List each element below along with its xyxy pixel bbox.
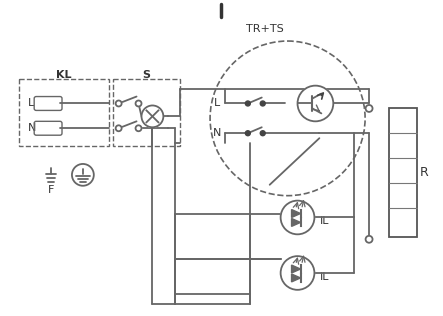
Text: R: R [420, 166, 428, 179]
Circle shape [136, 100, 141, 106]
Text: IL: IL [319, 272, 329, 282]
Polygon shape [291, 274, 300, 282]
Circle shape [298, 86, 333, 121]
Circle shape [116, 125, 122, 131]
Text: KL: KL [56, 70, 72, 80]
Polygon shape [291, 210, 300, 217]
Text: F: F [48, 185, 54, 195]
Polygon shape [291, 265, 300, 273]
Circle shape [365, 105, 373, 112]
Circle shape [260, 131, 265, 136]
Polygon shape [291, 218, 300, 226]
Text: N: N [28, 123, 37, 133]
Circle shape [280, 201, 315, 234]
Circle shape [136, 125, 141, 131]
Bar [389, 108, 417, 237]
Text: L: L [214, 99, 220, 108]
Bar [113, 79, 180, 146]
Text: TR+TS: TR+TS [246, 24, 284, 34]
Circle shape [245, 131, 250, 136]
Text: L: L [28, 99, 35, 108]
Circle shape [141, 106, 163, 127]
Circle shape [365, 236, 373, 243]
Circle shape [72, 164, 94, 186]
Text: IL: IL [319, 216, 329, 227]
Text: S: S [143, 70, 151, 80]
Circle shape [260, 101, 265, 106]
Text: N: N [213, 128, 221, 138]
Circle shape [116, 100, 122, 106]
Bar [19, 79, 109, 146]
Circle shape [280, 256, 315, 290]
Circle shape [245, 101, 250, 106]
